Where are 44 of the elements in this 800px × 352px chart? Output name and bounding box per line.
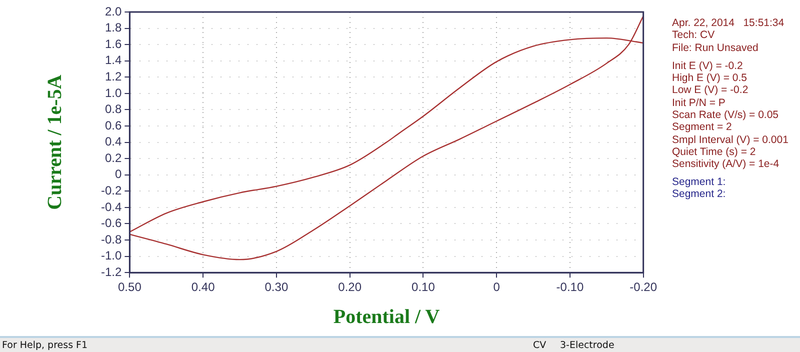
y-tick-label: 0.4 (104, 134, 122, 149)
text: Sensitivity (A/V) = 1e-4 (672, 158, 780, 171)
text: Scan Rate (V/s) = 0.05 (672, 109, 780, 122)
y-tick-label: -0.8 (100, 232, 122, 246)
x-axis-title: Potential / V (333, 306, 440, 328)
x-tick-label: -0.20 (630, 280, 658, 294)
text: Init E (V) = -0.2 (672, 60, 744, 72)
x-tick-label: 0.30 (264, 280, 288, 294)
y-tick-label: 0.2 (104, 150, 122, 165)
y-tick-label: -1.0 (100, 248, 122, 263)
text: High E (V) = 0.5 (672, 72, 748, 84)
y-tick-label: 2.0 (104, 4, 122, 18)
text: Low E (V) = -0.2 (672, 84, 750, 97)
y-tick-label: 1.2 (104, 69, 122, 84)
text: File: Run Unsaved (672, 42, 760, 54)
text: CV (533, 340, 546, 351)
text: 3-Electrode (560, 340, 614, 351)
text: Segment 2: (672, 188, 727, 200)
y-axis-title: Current / 1e-5A (44, 74, 66, 210)
y-tick-label: 1.0 (104, 86, 122, 100)
y-tick-label: -0.6 (100, 216, 122, 230)
text: Quiet Time (s) = 2 (672, 146, 757, 158)
x-tick-label: 0 (493, 280, 500, 294)
text: Init P/N = P (672, 96, 726, 110)
x-tick-label: 0.20 (338, 280, 362, 294)
text: For Help, press F1 (2, 340, 88, 351)
y-tick-label: 0.8 (104, 102, 122, 116)
text: Segment 1: (672, 176, 727, 188)
y-tick-label: 0 (114, 167, 122, 182)
text: Apr. 22, 2014 15:51:34 (672, 17, 786, 30)
y-tick-label: 1.4 (104, 53, 122, 68)
y-tick-label: -0.4 (100, 200, 122, 214)
text: Smpl Interval (V) = 0.001 (672, 134, 788, 146)
text: Segment = 2 (672, 121, 733, 134)
y-tick-label: -1.2 (100, 264, 122, 279)
x-tick-label: 0.40 (191, 280, 216, 294)
y-tick-label: 0.6 (104, 118, 122, 132)
x-tick-label: 0.50 (118, 280, 142, 294)
y-tick-label: 1.8 (104, 20, 122, 35)
x-tick-label: 0.10 (412, 280, 436, 294)
y-tick-label: -0.2 (100, 183, 122, 198)
y-tick-label: 1.6 (104, 36, 122, 51)
x-tick-label: -0.10 (556, 280, 584, 294)
text: Tech: CV (672, 29, 716, 42)
